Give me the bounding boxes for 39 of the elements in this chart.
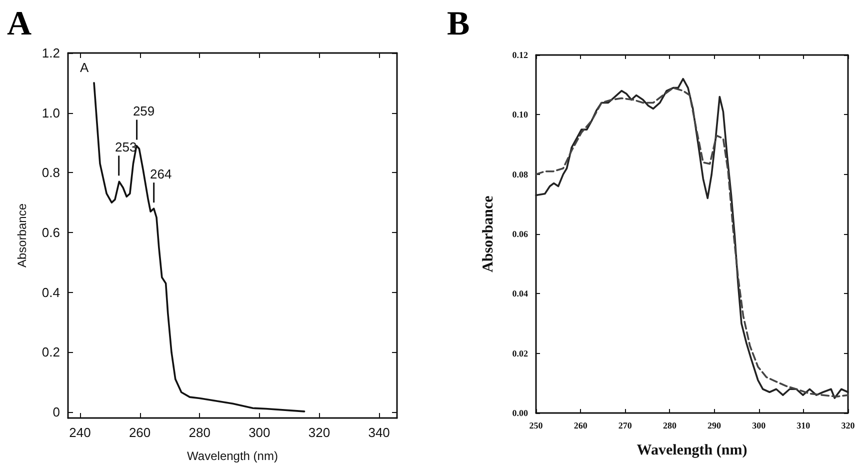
line-series (93, 82, 306, 412)
y-tick-label: 0.02 (512, 348, 528, 358)
chart-title: A (7, 6, 32, 42)
x-tick-label: 320 (308, 425, 330, 440)
x-axis-title: Wavelength (nm) (636, 442, 748, 458)
y-tick-label: 0.8 (42, 165, 60, 180)
x-tick-label: 250 (529, 420, 544, 430)
annotation: A (80, 60, 89, 75)
y-tick-label: 0.00 (512, 408, 528, 418)
y-tick-label: 0.10 (512, 110, 528, 120)
annotation: 253 (114, 140, 137, 155)
x-tick-label: 340 (368, 425, 390, 440)
x-tick-label: 300 (248, 425, 270, 440)
x-tick-label: 310 (796, 420, 811, 430)
x-tick-label: 240 (69, 425, 91, 440)
y-tick-label: 0.12 (512, 50, 528, 60)
y-tick-label: 0.08 (512, 169, 528, 180)
y-tick-label: 0.06 (512, 229, 528, 239)
y-tick-label: 0.6 (42, 225, 60, 240)
chart-title: B (447, 6, 470, 42)
x-tick-label: 260 (128, 425, 151, 440)
y-tick-label: 0.2 (42, 344, 60, 360)
x-tick-label: 320 (841, 420, 856, 430)
x-tick-label: 280 (188, 425, 210, 440)
annotation: 259 (132, 104, 155, 119)
x-tick-label: 290 (708, 420, 722, 430)
x-tick-label: 280 (662, 420, 677, 430)
y-axis-title: Absorbance (15, 203, 29, 268)
annotation: 264 (150, 166, 172, 182)
y-tick-label: 1.0 (42, 105, 60, 120)
x-tick-label: 300 (752, 420, 766, 430)
x-axis-title: Wavelength (nm) (187, 449, 278, 463)
x-tick-label: 260 (574, 420, 588, 430)
y-axis-title: Absorbance (480, 195, 496, 272)
y-tick-label: 0 (52, 404, 60, 420)
y-tick-label: 1.2 (42, 46, 60, 60)
y-tick-label: 0.4 (42, 284, 60, 300)
y-tick-label: 0.04 (512, 288, 528, 299)
x-tick-label: 270 (618, 420, 632, 430)
